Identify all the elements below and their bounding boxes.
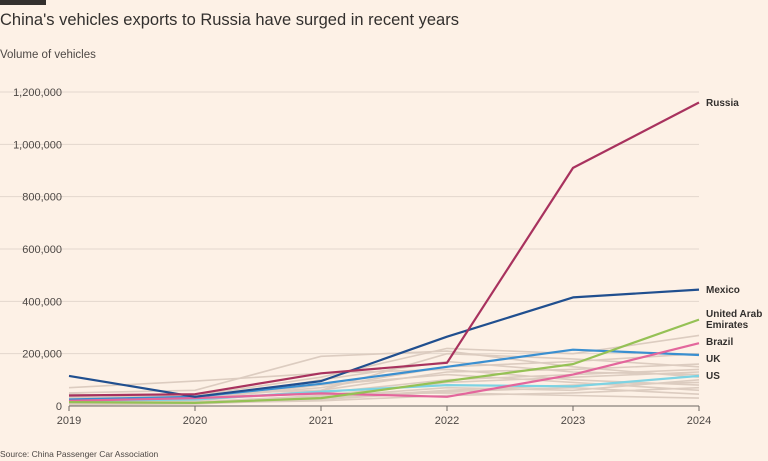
series-label-united-arab-emirates: United Arab Emirates [706,309,762,331]
series-label-brazil: Brazil [706,337,733,348]
series-line-us [68,374,700,402]
y-tick-label: 0 [56,401,62,413]
y-tick-label: 400,000 [22,296,62,308]
x-tick-label: 2022 [435,415,459,427]
series-line-united-arab-emirates [68,318,700,404]
brand-bar [0,0,46,5]
y-tick-label: 1,000,000 [13,139,62,151]
series-label-uk: UK [706,354,721,365]
other-country-line [68,360,700,403]
highlighted-country-lines [68,101,700,404]
gridlines [0,91,699,355]
y-tick-label: 800,000 [22,192,62,204]
y-tick-labels: 0 200,000 400,000 600,000 800,000 1,000,000 1,… [13,87,62,413]
source-note: Source: China Passenger Car Association [0,449,159,459]
x-axis: 2019 2020 2021 2022 2023 2024 [57,405,711,427]
x-tick-label: 2021 [309,415,333,427]
series-label-russia: Russia [706,98,739,109]
series-line-russia [68,101,700,397]
y-tick-label: 1,200,000 [13,87,62,99]
series-label-us: US [706,371,720,382]
y-tick-label: 600,000 [22,244,62,256]
x-tick-label: 2024 [687,415,711,427]
chart-subtitle: Volume of vehicles [0,49,96,61]
chart-title: China's vehicles exports to Russia have … [0,11,459,29]
x-tick-label: 2023 [561,415,585,427]
series-label-mexico: Mexico [706,285,740,296]
series-line-uk [68,348,700,401]
x-tick-label: 2019 [57,415,81,427]
y-tick-label: 200,000 [22,349,62,361]
series-line-brazil [68,342,700,402]
series-labels: Russia Mexico United Arab Emirates Brazil UK U… [706,98,762,382]
x-tick-label: 2020 [183,415,207,427]
